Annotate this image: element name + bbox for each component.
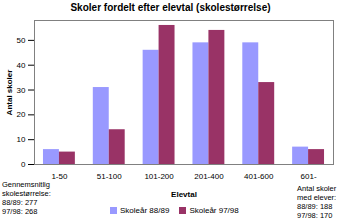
html-text:Skoleår 97/98: Skoleår 97/98 xyxy=(189,206,239,215)
svg-text:0: 0 xyxy=(21,160,26,169)
html-text:97/98: 170: 97/98: 170 xyxy=(297,211,333,220)
svg-text:Elevtal: Elevtal xyxy=(171,190,197,199)
html-text:88/89: 277: 88/89: 277 xyxy=(2,198,38,207)
html-text:med elever:: med elever: xyxy=(297,193,337,202)
svg-text:20: 20 xyxy=(17,110,26,119)
svg-text:101-200: 101-200 xyxy=(144,172,174,181)
svg-text:601-: 601- xyxy=(301,172,317,181)
html-text:Gennemsnitlig: Gennemsnitlig xyxy=(2,180,50,189)
html-text:Skoler fordelt efter elevtal (: Skoler fordelt efter elevtal (skolestørr… xyxy=(70,2,271,13)
html-text:97/98: 268: 97/98: 268 xyxy=(2,207,38,216)
html-text:Skoleår 88/89: Skoleår 88/89 xyxy=(120,206,170,215)
svg-text:Antal skoler: Antal skoler xyxy=(5,70,14,116)
svg-text:50: 50 xyxy=(17,36,26,45)
svg-text:201-400: 201-400 xyxy=(194,172,224,181)
svg-text:40: 40 xyxy=(17,61,26,70)
svg-text:30: 30 xyxy=(17,86,26,95)
svg-text:51-100: 51-100 xyxy=(97,172,122,181)
html-text:skolestørrelse:: skolestørrelse: xyxy=(2,189,51,198)
svg-text:401-600: 401-600 xyxy=(244,172,274,181)
svg-text:10: 10 xyxy=(17,135,26,144)
html-text:Antal skoler: Antal skoler xyxy=(297,184,337,193)
svg-text:1-50: 1-50 xyxy=(51,172,68,181)
html-text:88/89: 188: 88/89: 188 xyxy=(297,202,333,211)
